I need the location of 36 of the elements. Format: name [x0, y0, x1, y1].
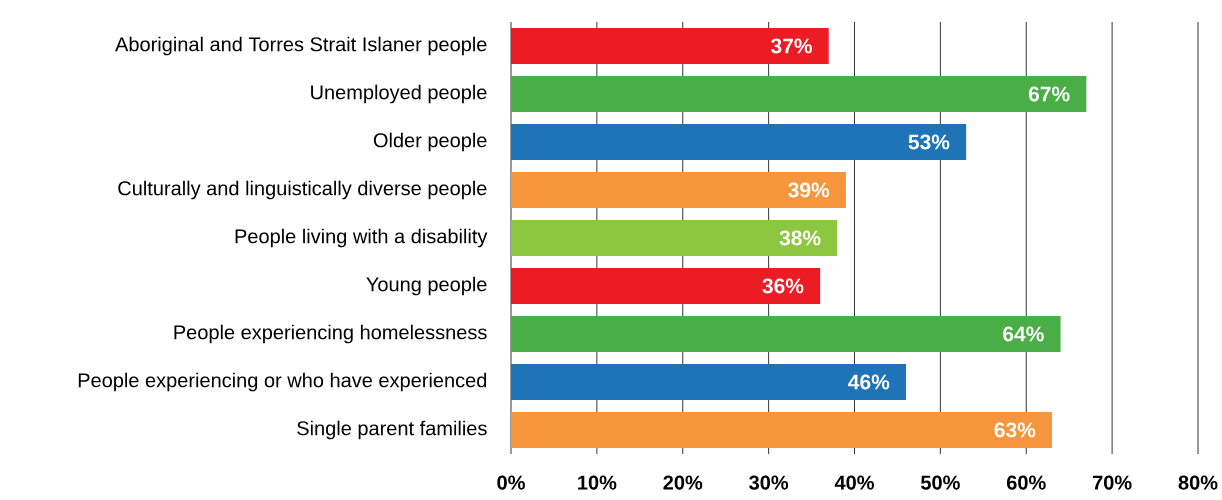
data-label: 36%	[762, 278, 804, 294]
bar	[511, 172, 846, 208]
bar	[511, 411, 1053, 448]
data-label: 39%	[788, 182, 830, 198]
data-label: 64%	[1003, 326, 1044, 342]
x-tick-label: 30%	[749, 475, 789, 490]
data-label: 53%	[908, 134, 950, 150]
x-tick-label: 70%	[1092, 475, 1132, 490]
data-label: 63%	[994, 422, 1036, 438]
y-tick-label: Culturally and linguistically diverse people	[118, 180, 487, 200]
y-tick-label: Single parent families	[297, 420, 487, 440]
x-tick-label: 0%	[497, 475, 525, 490]
y-tick-label: Unemployed people	[311, 84, 487, 104]
y-tick-label: People experiencing homelessness	[174, 324, 487, 344]
bar	[511, 363, 907, 400]
y-tick-label: People living with a disability	[235, 228, 488, 248]
bar	[511, 315, 1061, 352]
x-tick-label: 50%	[920, 475, 960, 490]
x-tick-label: 20%	[663, 475, 703, 490]
x-tick-label: 80%	[1178, 475, 1218, 490]
y-tick-label: Aboriginal and Torres Strait Islaner people	[115, 36, 487, 56]
data-label: 67%	[1028, 86, 1070, 102]
bar	[511, 28, 829, 64]
bar	[511, 220, 838, 256]
x-tick-label: 60%	[1006, 475, 1046, 490]
bar	[511, 124, 967, 160]
bar	[511, 76, 1087, 112]
x-tick-label: 40%	[834, 475, 874, 490]
data-label: 38%	[779, 230, 821, 246]
y-tick-label: Older people	[373, 132, 487, 152]
y-tick-label: People experiencing or who have experienced	[78, 372, 487, 392]
data-label: 46%	[848, 374, 890, 390]
bar	[511, 267, 821, 304]
x-tick-label: 10%	[578, 475, 617, 490]
data-label: 37%	[770, 38, 812, 54]
y-tick-label: Young people	[366, 276, 487, 296]
